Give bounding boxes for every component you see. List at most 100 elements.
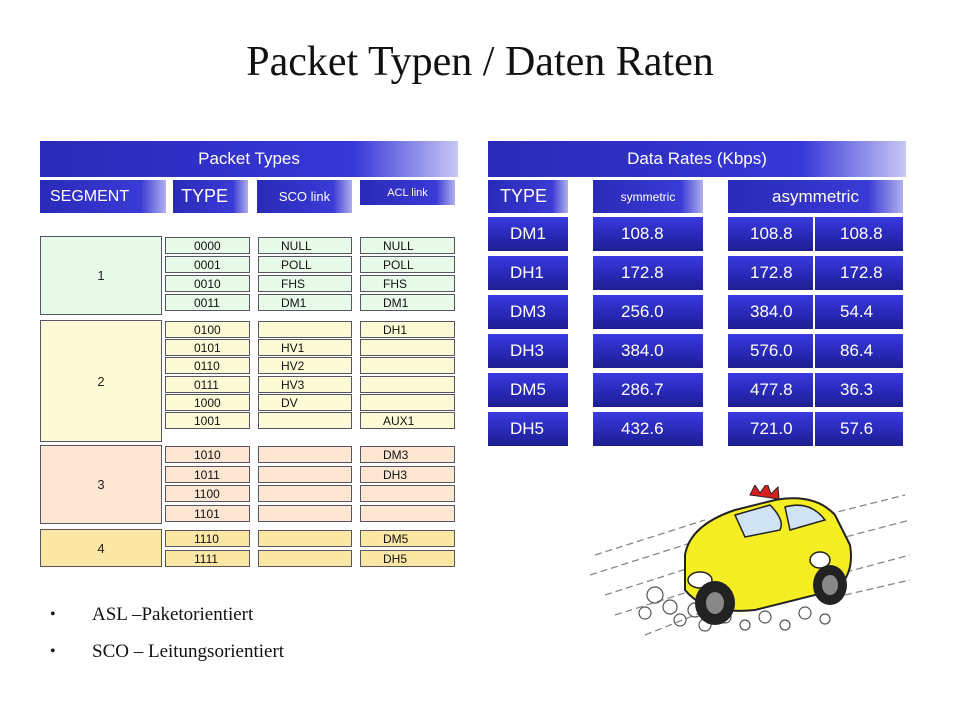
asym-reverse-rate-cell: 54.4 [815, 295, 903, 329]
type-column-label: TYPE [181, 186, 229, 206]
packet-type-cell: 0001 [165, 256, 250, 273]
symmetric-rate-cell: 286.7 [593, 373, 703, 407]
packet-sco-cell: POLL [258, 256, 352, 273]
asym-forward-rate-cell: 477.8 [728, 373, 813, 407]
segment-3-box: 3 [40, 445, 162, 524]
symmetric-rate-cell: 256.0 [593, 295, 703, 329]
packet-type-cell: 1011 [165, 466, 250, 483]
segment-1-box: 1 [40, 236, 162, 315]
packet-acl-cell [360, 505, 455, 522]
segment-column-header: SEGMENT [40, 180, 166, 213]
packet-sco-cell [258, 466, 352, 483]
packet-type-cell: 1110 [165, 530, 250, 547]
packet-type-cell: 0010 [165, 275, 250, 292]
sco-link-column-header: SCO link [257, 180, 352, 213]
packet-acl-cell: DM3 [360, 446, 455, 463]
asymmetric-column-header: asymmetric [728, 180, 903, 213]
data-rates-header-label: Data Rates (Kbps) [627, 149, 767, 168]
packet-sco-cell: FHS [258, 275, 352, 292]
acl-link-column-header: ACL link [360, 180, 455, 205]
packet-type-cell: 1000 [165, 394, 250, 411]
packet-type-cell: 1001 [165, 412, 250, 429]
packet-sco-cell: NULL [258, 237, 352, 254]
packet-acl-cell: DH5 [360, 550, 455, 567]
packet-type-cell: 0101 [165, 339, 250, 356]
symmetric-column-header: symmetric [593, 180, 703, 213]
packet-acl-cell [360, 339, 455, 356]
asym-reverse-rate-cell: 86.4 [815, 334, 903, 368]
asym-reverse-rate-cell: 57.6 [815, 412, 903, 446]
asym-forward-rate-cell: 576.0 [728, 334, 813, 368]
packet-sco-cell [258, 321, 352, 338]
packet-acl-cell: DM1 [360, 294, 455, 311]
symmetric-rate-cell: 432.6 [593, 412, 703, 446]
rate-type-cell: DH3 [488, 334, 568, 368]
packet-sco-cell [258, 530, 352, 547]
rate-type-cell: DH5 [488, 412, 568, 446]
segment-2-box: 2 [40, 320, 162, 442]
packet-type-cell: 0110 [165, 357, 250, 374]
rate-type-cell: DM1 [488, 217, 568, 251]
packet-sco-cell: HV2 [258, 357, 352, 374]
asymmetric-column-label: asymmetric [772, 186, 859, 206]
packet-types-header: Packet Types [40, 141, 458, 177]
packet-acl-cell: AUX1 [360, 412, 455, 429]
packet-type-cell: 0111 [165, 376, 250, 393]
rate-type-column-label: TYPE [500, 186, 548, 206]
type-column-header: TYPE [173, 180, 248, 213]
asym-forward-rate-cell: 384.0 [728, 295, 813, 329]
asym-forward-rate-cell: 721.0 [728, 412, 813, 446]
packet-acl-cell: NULL [360, 237, 455, 254]
asym-forward-rate-cell: 108.8 [728, 217, 813, 251]
packet-sco-cell [258, 412, 352, 429]
bullet-item: • ASL –Paketorientiert [50, 596, 284, 633]
asym-reverse-rate-cell: 36.3 [815, 373, 903, 407]
rate-type-cell: DH1 [488, 256, 568, 290]
symmetric-rate-cell: 108.8 [593, 217, 703, 251]
rate-type-cell: DM3 [488, 295, 568, 329]
packet-acl-cell [360, 394, 455, 411]
symmetric-column-label: symmetric [620, 189, 676, 204]
bullet-list: • ASL –Paketorientiert • SCO – Leitungso… [50, 596, 284, 670]
packet-acl-cell: FHS [360, 275, 455, 292]
symmetric-rate-cell: 384.0 [593, 334, 703, 368]
speeding-car-icon [589, 485, 911, 636]
packet-type-cell: 0011 [165, 294, 250, 311]
bullet-dot: • [50, 642, 56, 660]
packet-type-cell: 1010 [165, 446, 250, 463]
packet-sco-cell: DV [258, 394, 352, 411]
rate-type-cell: DM5 [488, 373, 568, 407]
packet-acl-cell [360, 357, 455, 374]
data-rates-header: Data Rates (Kbps) [488, 141, 906, 177]
asym-reverse-rate-cell: 172.8 [815, 256, 903, 290]
packet-acl-cell: DM5 [360, 530, 455, 547]
packet-type-cell: 1100 [165, 485, 250, 502]
packet-acl-cell [360, 376, 455, 393]
packet-sco-cell [258, 550, 352, 567]
asym-forward-rate-cell: 172.8 [728, 256, 813, 290]
packet-sco-cell [258, 505, 352, 522]
bullet-dot: • [50, 605, 56, 623]
bullet-text-sco: SCO – Leitungsorientiert [92, 640, 285, 662]
symmetric-rate-cell: 172.8 [593, 256, 703, 290]
packet-acl-cell: DH1 [360, 321, 455, 338]
packet-type-cell: 1101 [165, 505, 250, 522]
packet-sco-cell [258, 446, 352, 463]
bullet-text-asl: ASL –Paketorientiert [92, 603, 254, 625]
segment-4-box: 4 [40, 529, 162, 567]
asym-reverse-rate-cell: 108.8 [815, 217, 903, 251]
page-title: Packet Typen / Daten Raten [246, 39, 714, 85]
rate-type-column-header: TYPE [488, 180, 568, 213]
packet-type-cell: 0100 [165, 321, 250, 338]
packet-sco-cell: HV3 [258, 376, 352, 393]
packet-acl-cell: POLL [360, 256, 455, 273]
acl-link-column-label: ACL link [387, 186, 428, 199]
packet-type-cell: 1111 [165, 550, 250, 567]
packet-sco-cell: HV1 [258, 339, 352, 356]
packet-acl-cell [360, 485, 455, 502]
packet-types-header-label: Packet Types [198, 149, 300, 168]
bullet-item: • SCO – Leitungsorientiert [50, 633, 284, 670]
packet-sco-cell [258, 485, 352, 502]
packet-type-cell: 0000 [165, 237, 250, 254]
segment-column-label: SEGMENT [50, 187, 130, 205]
